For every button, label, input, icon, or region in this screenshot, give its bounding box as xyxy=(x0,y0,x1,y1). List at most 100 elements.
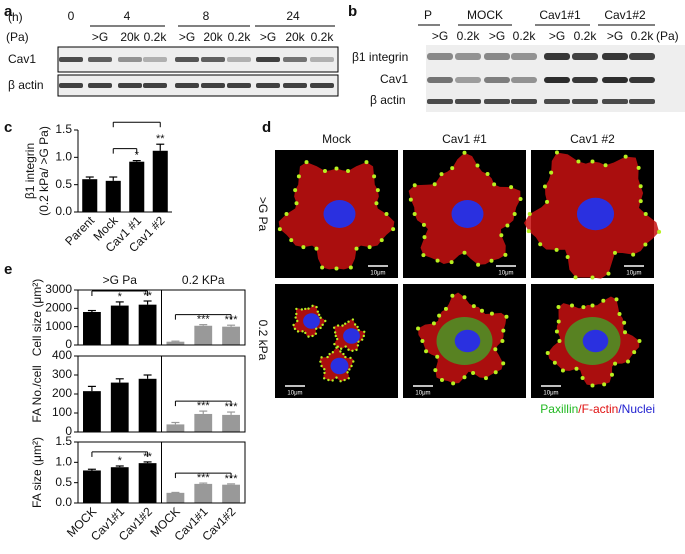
band xyxy=(283,57,307,62)
adhesion xyxy=(623,154,628,159)
adhesion xyxy=(439,172,444,177)
label: Cav1 xyxy=(380,72,408,86)
adhesion xyxy=(347,377,350,380)
adhesion xyxy=(315,327,318,330)
adhesion xyxy=(349,356,352,360)
y-tick-label: 1000 xyxy=(45,319,72,333)
adhesion xyxy=(408,197,413,202)
adhesion xyxy=(296,330,300,333)
legend: Paxillin/F-actin/Nuclei xyxy=(540,402,655,416)
band xyxy=(455,99,481,104)
adhesion xyxy=(301,245,306,250)
band xyxy=(283,83,307,88)
adhesion xyxy=(293,188,298,193)
adhesion xyxy=(643,242,648,247)
y-tick-label: 100 xyxy=(52,405,72,419)
band xyxy=(175,57,199,62)
bar xyxy=(166,424,185,432)
label: 0.2k xyxy=(311,30,335,44)
y-tick-label: 0.0 xyxy=(55,204,72,218)
adhesion xyxy=(569,303,574,308)
bar xyxy=(222,484,240,503)
adhesion xyxy=(580,375,585,380)
band xyxy=(455,53,481,60)
adhesion xyxy=(320,265,325,270)
significance: * xyxy=(118,455,123,467)
label: β actin xyxy=(370,93,406,107)
band xyxy=(175,83,199,88)
adhesion xyxy=(485,172,490,177)
adhesion xyxy=(346,371,349,374)
adhesion xyxy=(512,212,517,216)
significance: * xyxy=(118,291,123,303)
adhesion xyxy=(346,168,351,173)
adhesion xyxy=(289,238,294,243)
adhesion xyxy=(450,166,455,171)
adhesion xyxy=(334,334,337,338)
bar xyxy=(110,467,129,503)
label: 10μm xyxy=(543,391,558,397)
y-axis-label: FA size (μm²) xyxy=(30,437,44,508)
adhesion xyxy=(336,337,339,341)
adhesion xyxy=(333,331,337,334)
adhesion xyxy=(421,222,426,227)
adhesion xyxy=(335,376,338,379)
adhesion xyxy=(613,361,618,366)
adhesion xyxy=(462,250,467,255)
nucleus xyxy=(303,313,320,329)
adhesion xyxy=(296,319,299,323)
band xyxy=(629,99,655,104)
adhesion xyxy=(296,174,301,179)
adhesion xyxy=(437,313,442,318)
adhesion xyxy=(574,366,579,371)
significance: *** xyxy=(225,314,239,326)
y-axis-label: Cell size (μm²) xyxy=(30,279,44,357)
adhesion xyxy=(424,349,429,354)
adhesion xyxy=(379,238,384,243)
band xyxy=(427,99,453,104)
adhesion xyxy=(333,342,336,346)
band xyxy=(227,83,251,88)
band xyxy=(544,53,570,60)
adhesion xyxy=(573,275,578,280)
adhesion xyxy=(331,379,334,382)
adhesion xyxy=(391,227,396,232)
band xyxy=(455,77,481,83)
band xyxy=(544,77,570,83)
adhesion xyxy=(293,327,297,331)
adhesion xyxy=(322,168,327,173)
bar xyxy=(82,179,98,212)
band xyxy=(227,57,251,62)
band xyxy=(201,57,225,62)
band xyxy=(602,99,628,104)
adhesion xyxy=(327,378,330,382)
adhesion xyxy=(471,370,476,375)
label: 10μm xyxy=(626,271,641,277)
band xyxy=(511,99,537,104)
adhesion xyxy=(590,303,595,308)
band xyxy=(511,77,537,83)
label: 10μm xyxy=(415,391,430,397)
y-tick-label: 0.5 xyxy=(55,177,72,191)
adhesion xyxy=(328,352,331,356)
adhesion xyxy=(483,376,488,381)
label: P xyxy=(424,8,432,22)
adhesion xyxy=(503,252,508,257)
bar xyxy=(138,378,157,432)
band xyxy=(201,83,225,88)
adhesion xyxy=(323,371,326,375)
adhesion xyxy=(356,325,359,329)
adhesion xyxy=(643,212,648,216)
adhesion xyxy=(431,321,436,326)
y-tick-label: 0 xyxy=(65,424,72,438)
band xyxy=(484,99,510,104)
adhesion xyxy=(363,330,366,333)
adhesion xyxy=(364,160,369,165)
adhesion xyxy=(545,350,550,355)
adhesion xyxy=(321,323,324,327)
bar xyxy=(138,463,157,503)
adhesion xyxy=(493,370,498,375)
adhesion xyxy=(292,323,295,327)
adhesion xyxy=(294,201,299,206)
label: >G xyxy=(489,29,505,43)
